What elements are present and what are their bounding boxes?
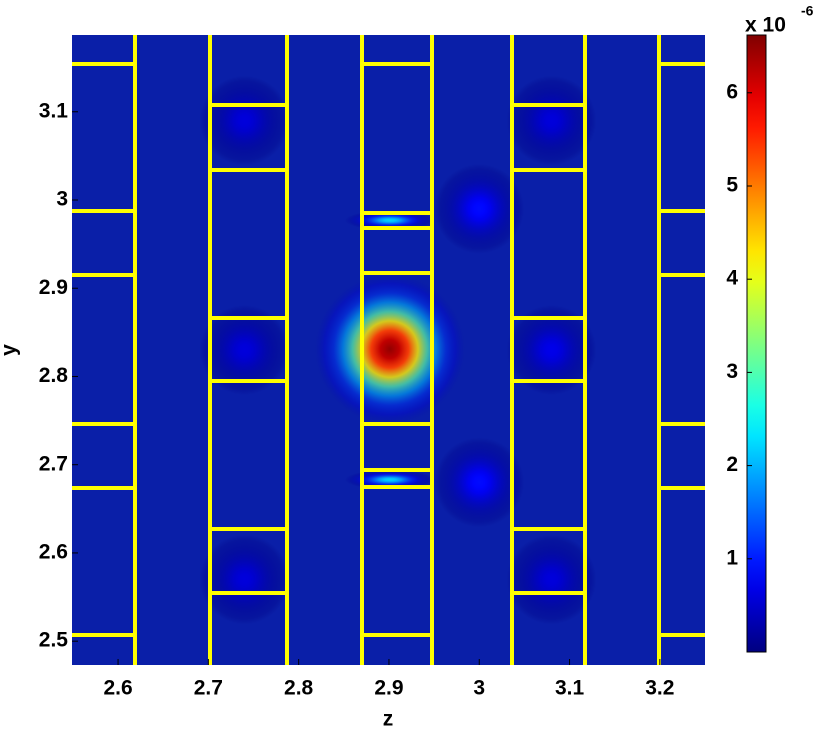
x-tick-label: 2.7 xyxy=(194,677,223,700)
field xyxy=(199,75,597,625)
y-tick-label: 2.6 xyxy=(39,540,68,563)
y-tick-label: 2.5 xyxy=(39,629,69,652)
x-tick-label: 3 xyxy=(473,677,485,700)
colorbar-exponent: -6 xyxy=(801,3,814,19)
x-tick-label: 2.6 xyxy=(103,677,132,700)
y-tick-label: 2.7 xyxy=(39,452,68,475)
field-peak xyxy=(344,210,435,231)
field-peak xyxy=(434,163,525,254)
field-peak xyxy=(199,75,290,166)
field-peak xyxy=(199,534,290,625)
colorbar xyxy=(746,34,767,653)
y-axis-label: y xyxy=(0,344,21,356)
field-peak xyxy=(506,534,597,625)
colorbar-tick-label: 5 xyxy=(726,174,738,197)
field-peak xyxy=(506,75,597,166)
y-tick-label: 2.9 xyxy=(39,276,68,299)
x-tick-label: 2.8 xyxy=(284,677,314,700)
field-peak xyxy=(344,469,435,490)
y-tick-label: 3.1 xyxy=(39,99,69,122)
field-peak xyxy=(434,437,525,528)
field-peak xyxy=(199,305,290,395)
colorbar-tick-label: 1 xyxy=(726,546,738,569)
x-tick-label: 2.9 xyxy=(374,677,403,700)
y-tick-label: 3 xyxy=(56,188,68,211)
colorbar-label: x 10 xyxy=(745,14,786,37)
field-peak xyxy=(314,274,465,425)
x-axis-label: z xyxy=(383,708,394,731)
x-tick-label: 3.1 xyxy=(555,677,585,700)
structure-outline xyxy=(72,35,705,665)
colorbar-tick-label: 3 xyxy=(726,360,738,383)
colorbar-tick-label: 4 xyxy=(726,267,738,290)
colorbar-tick-label: 2 xyxy=(726,453,738,476)
colorbar-tick-label: 6 xyxy=(726,80,738,103)
y-tick-label: 2.8 xyxy=(39,364,69,387)
field-peak xyxy=(506,305,597,395)
x-tick-label: 3.2 xyxy=(645,677,674,700)
